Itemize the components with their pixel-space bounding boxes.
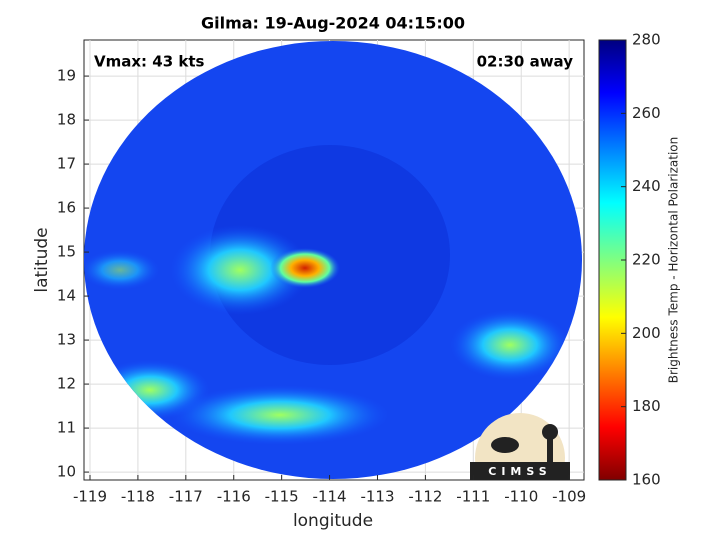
colorbar-tick-label: 280 bbox=[632, 31, 661, 49]
colorbar-tick-label: 240 bbox=[632, 177, 661, 195]
chart-title: Gilma: 19-Aug-2024 04:15:00 bbox=[201, 14, 465, 33]
y-tick-label: 11 bbox=[57, 419, 76, 437]
x-tick-label: -109 bbox=[552, 488, 586, 506]
x-tick-label: -113 bbox=[360, 488, 394, 506]
logo: CIMSS bbox=[470, 413, 570, 480]
x-tick-label: -110 bbox=[504, 488, 538, 506]
colorbar-tick-label: 220 bbox=[632, 251, 661, 269]
x-tick-label: -114 bbox=[313, 488, 347, 506]
swath-image bbox=[84, 41, 582, 479]
annotation: 02:30 away bbox=[477, 53, 574, 71]
y-tick-label: 16 bbox=[57, 199, 76, 217]
colorbar-tick-label: 260 bbox=[632, 104, 661, 122]
y-tick-label: 17 bbox=[57, 155, 76, 173]
x-axis-label: longitude bbox=[293, 511, 373, 531]
x-tick-label: -119 bbox=[73, 488, 107, 506]
y-axis-label: latitude bbox=[32, 227, 52, 292]
logo-text: CIMSS bbox=[488, 465, 551, 478]
x-tick-label: -112 bbox=[408, 488, 442, 506]
colorbar-tick-label: 180 bbox=[632, 397, 661, 415]
annotation: Vmax: 43 kts bbox=[94, 53, 204, 71]
colorbar-label: Brightness Temp - Horizontal Polarizatio… bbox=[667, 137, 681, 384]
y-tick-label: 13 bbox=[57, 331, 76, 349]
y-tick-label: 19 bbox=[57, 67, 76, 85]
y-tick-label: 10 bbox=[57, 463, 76, 481]
colorbar-tick-label: 160 bbox=[632, 471, 661, 489]
x-tick-label: -115 bbox=[265, 488, 299, 506]
x-tick-label: -117 bbox=[169, 488, 203, 506]
x-tick-label: -116 bbox=[217, 488, 251, 506]
y-tick-label: 14 bbox=[57, 287, 76, 305]
colorbar-tick-label: 200 bbox=[632, 324, 661, 342]
y-tick-label: 12 bbox=[57, 375, 76, 393]
x-tick-label: -111 bbox=[456, 488, 490, 506]
y-tick-label: 18 bbox=[57, 111, 76, 129]
x-tick-label: -118 bbox=[121, 488, 155, 506]
y-tick-label: 15 bbox=[57, 243, 76, 261]
